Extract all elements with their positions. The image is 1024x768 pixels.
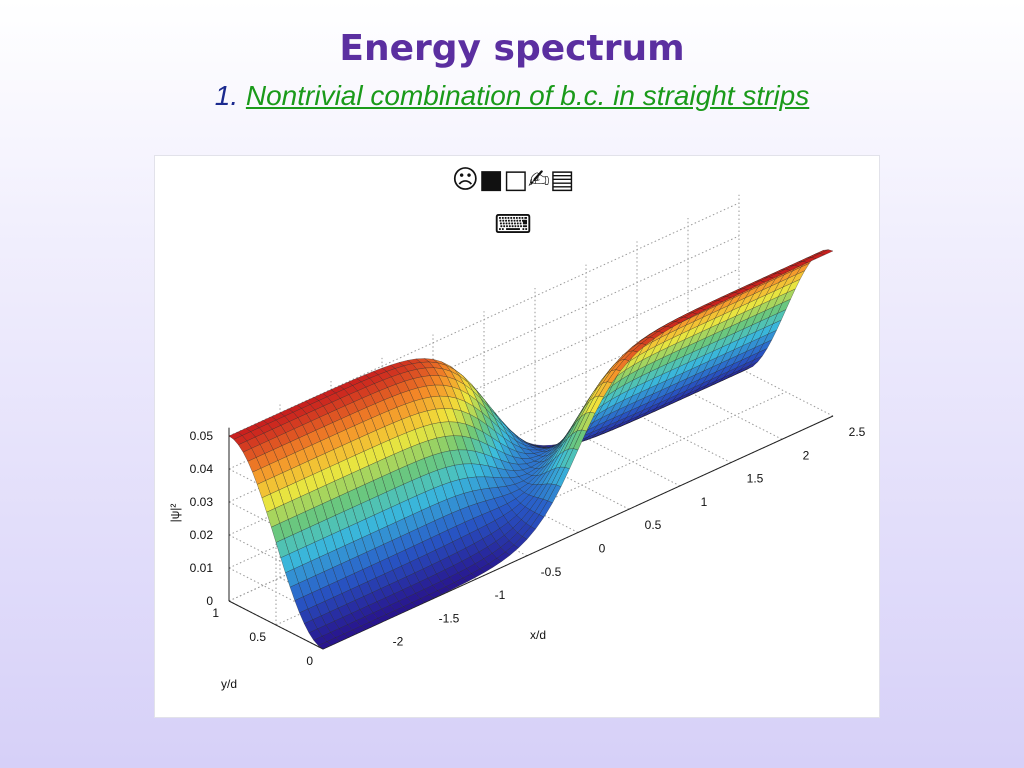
y-tick-label: 1 xyxy=(212,606,219,620)
z-axis-label: |ψ|² xyxy=(168,504,182,523)
y-tick-label: 0.5 xyxy=(249,630,266,644)
x-tick-label: 2.5 xyxy=(849,425,866,439)
axis-labels: |ψ|² x/d y/d 0.05 0.04 0.03 0.02 0.01 0 -2 -1.5… xyxy=(168,425,866,691)
slide-subtitle: 1. Nontrivial combination of b.c. in str… xyxy=(0,80,1024,112)
x-tick-label: -0.5 xyxy=(541,565,562,579)
surface xyxy=(228,249,834,650)
x-tick-label: -1.5 xyxy=(439,611,460,625)
x-tick-label: 0.5 xyxy=(645,518,662,532)
z-tick-label: 0.05 xyxy=(190,429,214,443)
x-axis-label: x/d xyxy=(530,628,546,642)
x-tick-label: 1 xyxy=(701,495,708,509)
figure: ☹■□✍▤ ⌨ |ψ|² x/d y/d 0.05 0.04 0.03 0.02 0.0… xyxy=(154,155,880,718)
x-tick-label: -1 xyxy=(495,588,506,602)
surface-plot: ☹■□✍▤ ⌨ |ψ|² x/d y/d 0.05 0.04 0.03 0.02 0.0… xyxy=(168,165,866,691)
symbol-text: ⌨ xyxy=(494,210,532,240)
x-tick-label: -2 xyxy=(393,635,404,649)
subtitle-text: Nontrivial combination of b.c. in straig… xyxy=(245,80,810,111)
x-tick-label: 0 xyxy=(599,542,606,556)
x-tick-label: 2 xyxy=(803,448,810,462)
z-tick-label: 0 xyxy=(206,594,213,608)
z-tick-label: 0.03 xyxy=(190,495,214,509)
axis-line xyxy=(228,600,324,650)
grid-line xyxy=(228,534,324,584)
symbol-text: ☹■□✍▤ xyxy=(452,165,575,195)
z-tick-label: 0.02 xyxy=(190,528,214,542)
y-axis-label: y/d xyxy=(221,677,237,691)
surface-patch xyxy=(317,641,332,650)
x-tick-label: 1.5 xyxy=(747,472,764,486)
z-tick-label: 0.04 xyxy=(190,462,214,476)
z-tick-label: 0.01 xyxy=(190,561,214,575)
y-tick-label: 0 xyxy=(306,654,313,668)
subtitle-number: 1. xyxy=(214,80,239,111)
slide-title: Energy spectrum xyxy=(339,28,685,69)
